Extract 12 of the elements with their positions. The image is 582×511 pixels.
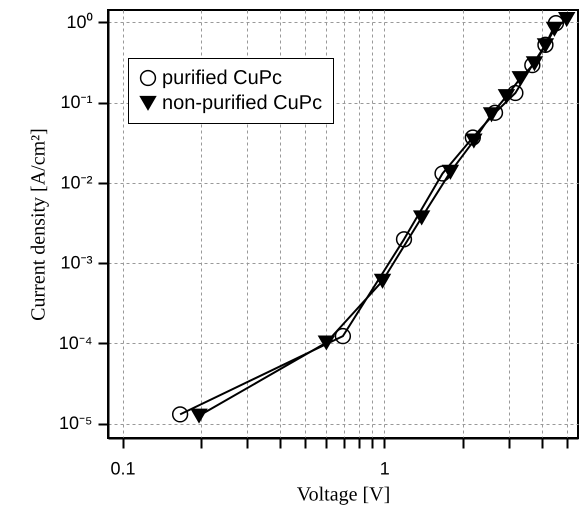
legend-label: purified CuPc <box>162 67 282 89</box>
y-tick-label: 10⁰ <box>66 12 92 32</box>
x-axis-title: Voltage [V] <box>296 484 390 506</box>
x-tick-label: 0.1 <box>110 458 136 478</box>
y-tick-label: 10⁻⁵ <box>59 413 92 434</box>
y-tick-label: 10⁻⁴ <box>58 332 92 353</box>
x-tick-label: 1 <box>380 458 390 478</box>
y-tick-label: 10⁻¹ <box>60 92 93 112</box>
legend-label: non-purified CuPc <box>162 92 322 114</box>
y-axis-title: Current density [A/cm²] <box>28 128 50 321</box>
y-tick-label: 10⁻² <box>60 172 93 192</box>
y-tick-label: 10⁻³ <box>60 252 93 273</box>
